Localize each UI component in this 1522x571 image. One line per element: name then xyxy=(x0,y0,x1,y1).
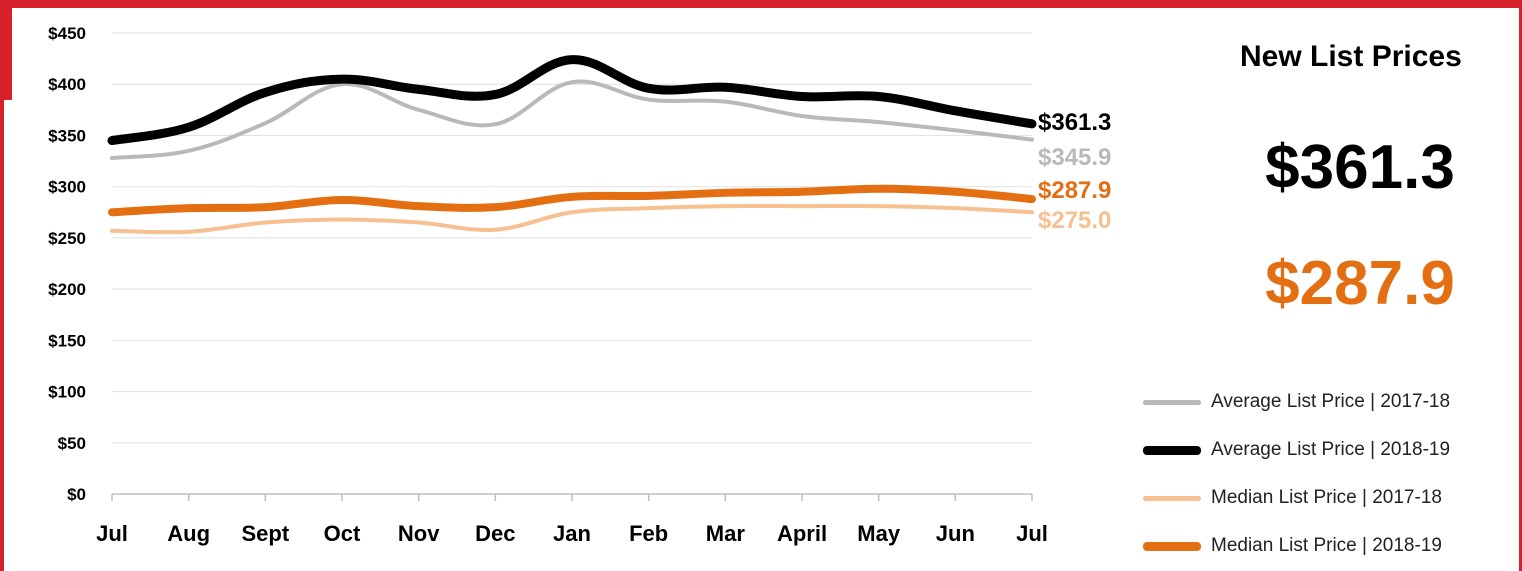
legend-label: Median List Price | 2018-19 xyxy=(1211,535,1442,556)
x-tick-label: May xyxy=(857,521,901,546)
x-tick-label: Feb xyxy=(629,521,668,546)
y-tick-label: $0 xyxy=(67,485,86,504)
frame-right-border xyxy=(1519,0,1522,571)
x-axis-ticks: Jul Aug Sept Oct Nov Dec Jan Feb Mar April May Jun J… xyxy=(96,521,1048,546)
legend-label: Average List Price | 2017-18 xyxy=(1211,391,1451,412)
series-line-avg-2018 xyxy=(107,55,1037,146)
y-tick-label: $350 xyxy=(48,126,86,145)
y-tick-label: $250 xyxy=(48,229,86,248)
legend-item: Average List Price | 2018-19 xyxy=(1143,426,1521,474)
legend: Average List Price | 2017-18 Average Lis… xyxy=(1143,378,1521,570)
frame-left-border xyxy=(0,0,4,571)
x-tick-label: Jun xyxy=(936,521,975,546)
summary-average-value: $361.3 xyxy=(1265,133,1455,202)
end-label-avg-2017: $345.9 xyxy=(1038,144,1111,171)
legend-swatch-avg-2018 xyxy=(1143,445,1201,455)
x-tick-label: Jan xyxy=(553,521,591,546)
x-tick-label: April xyxy=(777,521,827,546)
x-tick-label: Jul xyxy=(1016,521,1048,546)
y-tick-label: $300 xyxy=(48,178,86,197)
series-line-avg-2017 xyxy=(110,79,1034,160)
series-line-median-2017 xyxy=(110,203,1034,235)
legend-item: Average List Price | 2017-18 xyxy=(1143,378,1521,426)
panel-title: New List Prices xyxy=(1240,40,1462,73)
frame-top-border xyxy=(0,0,1522,8)
legend-swatch-median-2017 xyxy=(1143,495,1201,501)
y-tick-label: $50 xyxy=(58,434,86,453)
x-tick-label: Aug xyxy=(167,521,210,546)
y-axis-ticks: $0 $50 $100 $150 $200 $250 $300 $350 $400 $450 xyxy=(48,24,86,504)
legend-swatch-avg-2017 xyxy=(1143,399,1201,405)
x-tick-label: Jul xyxy=(96,521,128,546)
x-tick-label: Oct xyxy=(324,521,361,546)
x-tick-label: Dec xyxy=(475,521,515,546)
legend-label: Average List Price | 2018-19 xyxy=(1211,439,1451,460)
x-tick-label: Mar xyxy=(706,521,746,546)
end-label-median-2017: $275.0 xyxy=(1038,207,1111,234)
x-tick-label: Nov xyxy=(398,521,440,546)
y-tick-label: $400 xyxy=(48,75,86,94)
summary-median-value: $287.9 xyxy=(1265,249,1455,318)
end-label-median-2018: $287.9 xyxy=(1038,177,1111,204)
end-label-avg-2018: $361.3 xyxy=(1038,109,1111,136)
legend-label: Median List Price | 2017-18 xyxy=(1211,487,1442,508)
legend-item: Median List Price | 2018-19 xyxy=(1143,522,1521,570)
end-labels: $345.9 $361.3 $275.0 $287.9 xyxy=(1038,109,1111,234)
series-lines xyxy=(107,55,1037,235)
y-tick-label: $200 xyxy=(48,280,86,299)
y-tick-label: $100 xyxy=(48,383,86,402)
series-line-median-2018 xyxy=(108,184,1036,217)
x-tick-label: Sept xyxy=(241,521,289,546)
legend-swatch-median-2018 xyxy=(1143,541,1201,551)
x-axis xyxy=(111,493,1033,501)
legend-item: Median List Price | 2017-18 xyxy=(1143,474,1521,522)
y-tick-label: $150 xyxy=(48,331,86,350)
y-tick-label: $450 xyxy=(48,24,86,43)
